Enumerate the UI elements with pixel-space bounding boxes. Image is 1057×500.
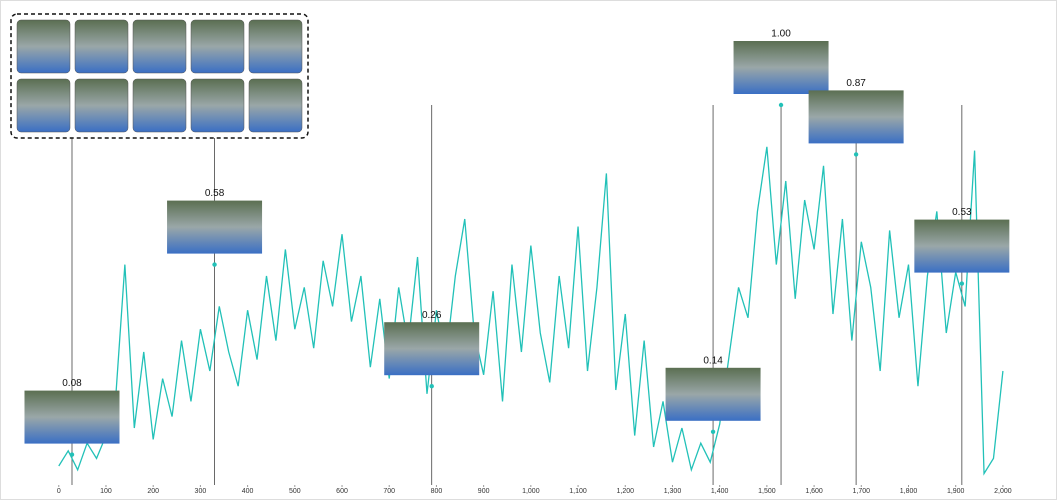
- x-tick-label: 1,400: [711, 488, 729, 495]
- score-marker: [69, 452, 75, 457]
- x-tick-label: 1,100: [569, 488, 587, 495]
- x-tick-label: 400: [242, 488, 254, 495]
- collage-thumb: [132, 78, 187, 133]
- x-tick-label: 1,800: [900, 488, 918, 495]
- x-tick-label: 2,000: [994, 488, 1012, 495]
- x-tick-label: 1,200: [616, 488, 634, 495]
- collage-thumb: [190, 19, 245, 74]
- score-marker: [853, 152, 859, 157]
- score-marker: [429, 384, 434, 389]
- x-tick-label: 1,600: [805, 488, 823, 495]
- thumb-layer: [24, 41, 1010, 444]
- collage-thumb: [248, 78, 303, 133]
- score-marker: [710, 429, 716, 434]
- x-tick-label: 800: [431, 488, 443, 495]
- x-tick-label: 1,700: [853, 488, 871, 495]
- thumbnail: [167, 200, 263, 254]
- score-label: 0.14: [703, 355, 723, 366]
- x-tick-label: 700: [383, 488, 395, 495]
- x-tick-label: 500: [289, 488, 301, 495]
- thumbnail: [665, 367, 761, 421]
- collage: [10, 13, 309, 139]
- collage-thumb: [16, 19, 71, 74]
- x-tick-label: 1,000: [522, 488, 540, 495]
- collage-thumb: [74, 19, 129, 74]
- x-tick-label: 0: [57, 488, 61, 495]
- score-label: 0.87: [846, 78, 866, 89]
- x-tick-label: 1,500: [758, 488, 776, 495]
- thumbnail: [384, 322, 480, 376]
- score-label: 0.26: [422, 310, 442, 321]
- collage-thumb: [248, 19, 303, 74]
- label-layer: 0 100 200 300 400 500 600 700 800 900 1,000 1,100 1,…: [57, 29, 1012, 495]
- series-line: [58, 146, 1004, 476]
- thumbnail: [24, 390, 120, 444]
- score-label: 0.53: [952, 207, 972, 218]
- collage-thumb: [16, 78, 71, 133]
- thumbnail: [914, 219, 1010, 273]
- x-tick-label: 1,900: [947, 488, 965, 495]
- x-tick-label: 200: [147, 488, 159, 495]
- x-tick-label: 100: [100, 488, 112, 495]
- collage-thumb: [132, 19, 187, 74]
- series-layer: [58, 146, 1004, 487]
- score-marker: [959, 281, 965, 286]
- score-marker: [778, 102, 784, 108]
- thumbnail: [733, 41, 829, 94]
- score-label: 0.08: [62, 378, 82, 389]
- x-tick-label: 1,300: [664, 488, 682, 495]
- x-tick-label: 900: [478, 488, 490, 495]
- score-label: 1.00: [771, 29, 791, 40]
- collage-thumb: [190, 78, 245, 133]
- thumbnail: [808, 90, 904, 144]
- x-tick-label: 600: [336, 488, 348, 495]
- score-marker: [212, 262, 217, 267]
- collage-thumb: [74, 78, 129, 133]
- score-label: 0.58: [205, 188, 225, 199]
- x-tick-label: 300: [195, 488, 207, 495]
